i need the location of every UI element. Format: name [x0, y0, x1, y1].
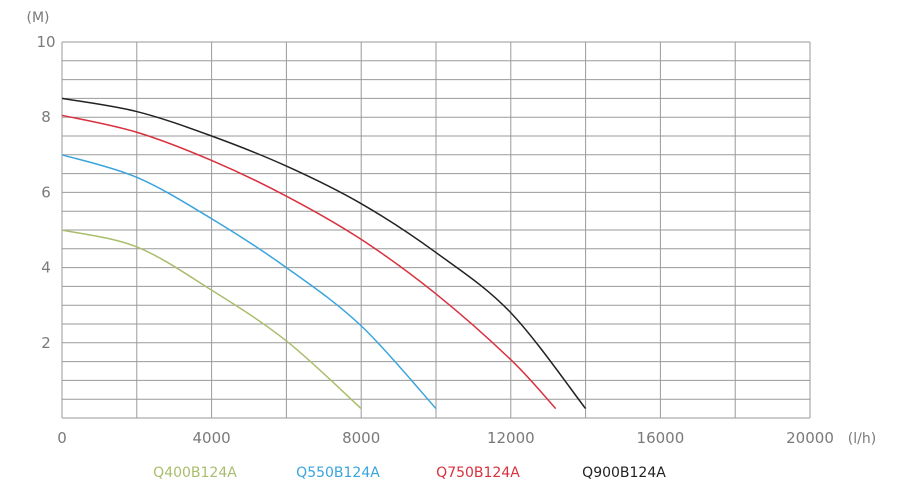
series-line-q550b124a — [61, 154, 437, 410]
chart-curves — [61, 97, 587, 410]
chart-grid — [61, 41, 811, 419]
series-line-q900b124a — [61, 97, 587, 410]
x-axis-unit: (l/h) — [848, 431, 876, 447]
y-axis-unit: (M) — [26, 10, 49, 26]
y-tick-label: 6 — [41, 183, 51, 201]
legend-item-q750b124a: Q750B124A — [436, 465, 520, 481]
series-line-q400b124a — [61, 229, 362, 410]
y-tick-label: 8 — [41, 108, 51, 126]
y-tick-label: 2 — [41, 334, 51, 352]
x-tick-label: 12000 — [487, 429, 535, 447]
x-axis-ticks: 0 4000 8000 12000 16000 20000 — [57, 429, 834, 447]
series-line-q750b124a — [61, 114, 557, 410]
legend-item-q400b124a: Q400B124A — [153, 465, 237, 481]
legend-item-q550b124a: Q550B124A — [296, 465, 380, 481]
y-axis-ticks: 2 4 6 8 10 — [36, 33, 55, 352]
x-tick-label: 16000 — [637, 429, 685, 447]
y-tick-label: 10 — [36, 33, 55, 51]
chart-legend: Q400B124A Q550B124A Q750B124A Q900B124A — [153, 465, 666, 481]
x-tick-label: 20000 — [786, 429, 834, 447]
y-tick-label: 4 — [41, 259, 51, 277]
x-tick-label: 0 — [57, 429, 67, 447]
x-tick-label: 4000 — [193, 429, 231, 447]
x-tick-label: 8000 — [342, 429, 380, 447]
legend-item-q900b124a: Q900B124A — [582, 465, 666, 481]
